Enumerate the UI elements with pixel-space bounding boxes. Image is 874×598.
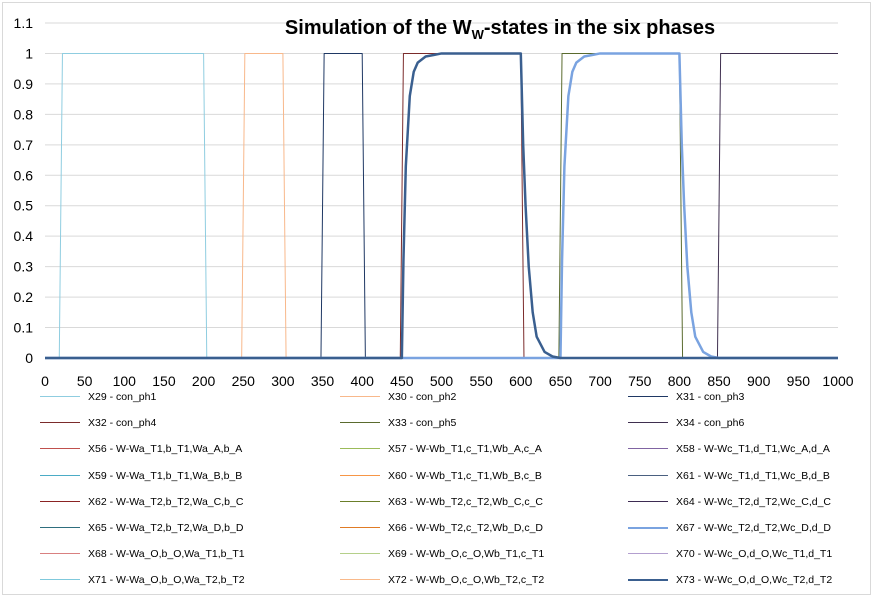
legend-label: X67 - W-Wc_T2,d_T2,Wc_D,d_D [676,522,832,534]
legend-swatch [40,422,80,424]
legend-label: X72 - W-Wb_O,c_O,Wb_T2,c_T2 [388,574,545,587]
y-tick-label: 0.5 [14,198,34,214]
legend-swatch [628,527,668,529]
legend-swatch [340,474,380,476]
legend-swatch [340,396,380,397]
chart-title-subscript: W [471,27,484,42]
legend-label: X57 - W-Wb_T1,c_T1,Wb_A,c_A [388,443,542,456]
x-tick-label: 450 [390,373,414,389]
legend-label: X33 - con_ph5 [388,417,457,430]
chart-title-rest: -states in the six phases [483,17,716,39]
series-line [45,52,838,360]
y-tick-label: 0.6 [14,167,34,183]
y-tick-label: 0.9 [14,76,34,92]
y-tick-label: 0.1 [14,320,34,336]
legend-swatch [340,579,380,581]
legend-label: X63 - W-Wb_T2,c_T2,Wb_C,c_C [388,495,544,508]
series-line [45,52,838,360]
legend-swatch [628,579,668,582]
legend-label: X71 - W-Wa_O,b_O,Wa_T2,b_T2 [88,574,245,587]
legend-label: X64 - W-Wc_T2,d_T2,Wc_C,d_C [676,495,832,508]
legend-label: X56 - W-Wa_T1,b_T1,Wa_A,b_A [88,443,243,456]
legend-label: X31 - con_ph3 [676,391,745,403]
legend-label: X60 - W-Wb_T1,c_T1,Wb_B,c_B [388,469,542,482]
legend-swatch [340,553,380,555]
legend-label: X61 - W-Wc_T1,d_T1,Wc_B,d_B [676,469,830,482]
legend-swatch [340,422,380,424]
legend-swatch [628,448,668,450]
y-tick-label: 1 [25,45,33,61]
legend-swatch [40,500,80,502]
y-tick-label: 1.1 [14,15,34,31]
x-tick-label: 600 [509,373,533,389]
x-tick-label: 50 [77,373,93,389]
plot-area [45,52,838,360]
legend-swatch [340,448,380,450]
x-tick-label: 1000 [822,373,853,389]
x-tick-label: 850 [707,373,731,389]
legend-label: X65 - W-Wa_T2,b_T2,Wa_D,b_D [88,522,244,534]
x-tick-label: 150 [152,373,176,389]
legend-label: X69 - W-Wb_O,c_O,Wb_T1,c_T1 [388,548,545,561]
legend-swatch [40,396,80,397]
x-tick-label: 500 [430,373,454,389]
x-tick-label: 700 [588,373,612,389]
legend-label: X34 - con_ph6 [676,417,745,430]
x-tick-label: 350 [311,373,335,389]
legend-swatch [628,422,668,424]
legend-label: X29 - con_ph1 [88,391,157,403]
y-tick-label: 0.2 [14,289,34,305]
chart-title: Simulation of the WW-states in the six p… [200,17,800,42]
legend-swatch [340,527,380,528]
legend-swatch [40,579,80,581]
legend-swatch [628,474,668,476]
x-tick-label: 100 [113,373,137,389]
x-tick-label: 900 [747,373,771,389]
legend-swatch [340,500,380,502]
legend-swatch [628,500,668,502]
x-tick-label: 550 [469,373,493,389]
legend-swatch [40,448,80,450]
x-tick-label: 950 [787,373,811,389]
y-axis: 0 0.1 0.2 0.3 0.4 0.5 0.6 0.7 0.8 0.9 1 1.1 [14,15,34,366]
legend-label: X68 - W-Wa_O,b_O,Wa_T1,b_T1 [88,548,245,561]
legend-label: X70 - W-Wc_O,d_O,Wc_T1,d_T1 [676,548,833,561]
legend-swatch [628,396,668,397]
y-tick-label: 0 [25,350,33,366]
x-tick-label: 800 [668,373,692,389]
legend-label: X58 - W-Wc_T1,d_T1,Wc_A,d_A [676,443,830,456]
legend-swatch [40,474,80,476]
x-tick-label: 250 [232,373,256,389]
legend-label: X30 - con_ph2 [388,391,457,403]
legend-label: X73 - W-Wc_O,d_O,Wc_T2,d_T2 [676,574,833,587]
legend-swatch [628,553,668,555]
x-tick-label: 0 [41,373,49,389]
x-tick-label: 750 [628,373,652,389]
legend-label: X59 - W-Wa_T1,b_T1,Wa_B,b_B [88,469,243,482]
legend-label: X32 - con_ph4 [88,417,157,430]
x-tick-label: 200 [192,373,216,389]
legend-swatch [40,553,80,555]
y-tick-label: 0.7 [14,137,34,153]
y-tick-label: 0.3 [14,259,34,275]
x-tick-label: 400 [351,373,375,389]
y-tick-label: 0.8 [14,106,34,122]
x-tick-label: 650 [549,373,573,389]
x-tick-label: 300 [271,373,295,389]
x-axis: 0 50 100 150 200 250 300 350 400 450 500 550 600 650 7… [41,357,854,389]
legend-label: X62 - W-Wa_T2,b_T2,Wa_C,b_C [88,495,244,508]
y-tick-label: 0.4 [14,228,34,244]
legend-swatch [40,527,80,528]
legend-label: X66 - W-Wb_T2,c_T2,Wb_D,c_D [388,522,544,534]
chart-title-main: Simulation of the W [284,17,472,39]
